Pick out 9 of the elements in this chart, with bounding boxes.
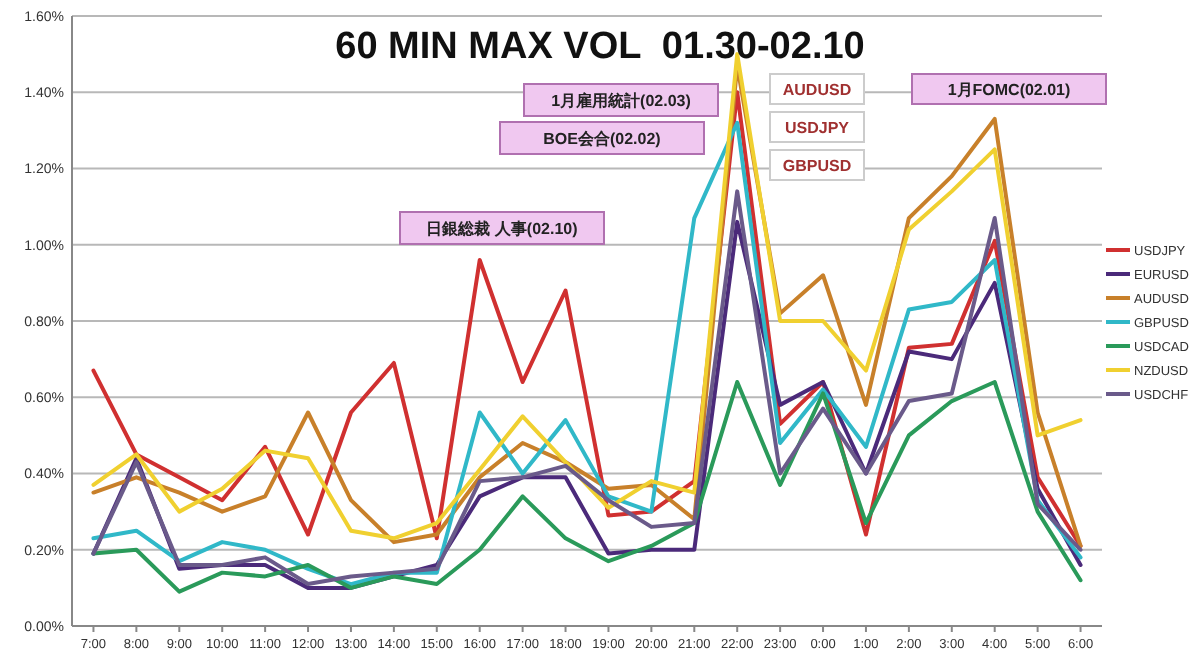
annotation: 1月雇用統計(02.03) — [551, 89, 692, 110]
annotation: 日銀総裁 人事(02.10) — [426, 219, 579, 238]
annotation: AUDUSD — [782, 80, 852, 99]
annotation: USDJPY — [784, 118, 851, 137]
line-series — [91, 380, 1083, 594]
chart-title: 60 MIN MAX VOL 01.30-02.10 — [335, 26, 865, 68]
annotation: 1月FOMC(02.01) — [947, 80, 1072, 99]
annotation: BOE会合(02.02) — [543, 129, 662, 148]
annotation: GBPUSD — [782, 156, 852, 175]
